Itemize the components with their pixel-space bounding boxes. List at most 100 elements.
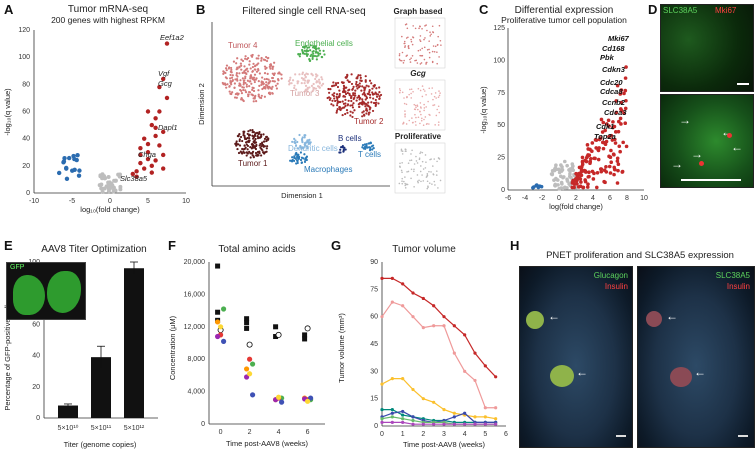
mini-tsne-point bbox=[420, 113, 422, 116]
tsne-point-tumor1 bbox=[238, 139, 241, 143]
mini-tsne-point bbox=[415, 155, 417, 158]
tsne-point-tumor2 bbox=[375, 92, 378, 95]
islet-icon bbox=[550, 365, 574, 387]
tsne-point-tumor4 bbox=[238, 82, 241, 85]
tsne-point-tumor1 bbox=[246, 148, 249, 151]
mini-tsne-point bbox=[428, 51, 431, 54]
y-tick-label: 90 bbox=[370, 259, 378, 266]
mini-tsne-point bbox=[436, 51, 438, 53]
gene-point bbox=[553, 166, 558, 170]
tsne-point-tumor3 bbox=[304, 79, 307, 82]
tsne-point-macrophages bbox=[294, 152, 297, 156]
x-tick-label: 6 bbox=[306, 429, 310, 436]
tsne-point-dendritic bbox=[291, 140, 294, 143]
tsne-point-tumor4 bbox=[263, 95, 266, 98]
tsne-point-tumor4 bbox=[267, 81, 270, 84]
mini-tsne-point bbox=[414, 108, 417, 111]
tsne-point-tumor2 bbox=[357, 94, 360, 97]
tsne-point-tumor2 bbox=[354, 89, 357, 92]
gene-point-up bbox=[612, 172, 616, 177]
tsne-point-tumor2 bbox=[364, 98, 367, 101]
gene-point-up bbox=[573, 182, 578, 186]
tsne-point-tumor4 bbox=[253, 80, 256, 84]
tsne-point-endothelial bbox=[303, 46, 306, 49]
amino-point bbox=[215, 333, 221, 340]
mini-tsne-point bbox=[401, 161, 403, 164]
mini-tsne-point bbox=[413, 103, 416, 106]
mini-tsne-point bbox=[408, 93, 410, 96]
y-tick-label: 100 bbox=[493, 57, 505, 64]
mini-tsne-point bbox=[428, 48, 430, 51]
tsne-point-tumor4 bbox=[246, 70, 249, 73]
tsne-point-tumor1 bbox=[242, 150, 245, 153]
gene-point-up bbox=[619, 107, 623, 111]
x-tick-label: 1 bbox=[401, 431, 405, 438]
mini-tsne-point bbox=[402, 62, 405, 64]
tsne-point-tumor2 bbox=[374, 98, 377, 102]
mini-tsne-point bbox=[419, 151, 422, 153]
mini-tsne-point bbox=[407, 45, 410, 48]
stain-label-mki67: Mki67 bbox=[715, 6, 737, 15]
series-point bbox=[473, 415, 477, 419]
tsne-point-tumor4 bbox=[223, 82, 227, 85]
tsne-point-tumor2 bbox=[367, 85, 370, 88]
panel-label-g: G bbox=[331, 238, 342, 253]
tsne-point-tumor2 bbox=[341, 113, 344, 117]
tsne-point-macrophages bbox=[300, 161, 303, 164]
x-tick-label: 4 bbox=[591, 195, 595, 202]
tsne-point-tumor4 bbox=[236, 75, 239, 78]
tsne-point-tumor1 bbox=[235, 140, 238, 143]
cluster-label-tumor2: Tumor 2 bbox=[354, 117, 384, 126]
gene-point-up bbox=[587, 153, 592, 157]
series-point bbox=[452, 422, 456, 426]
gene-point bbox=[102, 176, 107, 181]
tsne-point-tumor2 bbox=[343, 95, 347, 98]
panel-a-title: Tumor mRNA-seq bbox=[68, 4, 148, 15]
tsne-point-dendritic bbox=[303, 143, 306, 146]
series-point bbox=[390, 415, 394, 419]
mini-tsne-point bbox=[435, 97, 437, 99]
tsne-point-tumor2 bbox=[340, 107, 343, 110]
tsne-point-tumor4 bbox=[246, 79, 249, 82]
gene-point-down bbox=[72, 156, 77, 162]
tsne-point-endothelial bbox=[311, 46, 315, 49]
tsne-point-tumor4 bbox=[229, 77, 232, 80]
tsne-point-tumor1 bbox=[243, 136, 246, 139]
gene-point bbox=[560, 182, 564, 186]
gene-point-up bbox=[145, 141, 151, 147]
mini-tsne-point bbox=[424, 90, 426, 92]
tsne-point-tumor4 bbox=[244, 81, 247, 85]
panel-label-h: H bbox=[510, 238, 520, 253]
cluster-label-endothelial: Endothelial cells bbox=[295, 39, 353, 48]
series-point bbox=[442, 408, 446, 412]
gene-point-up bbox=[161, 152, 166, 158]
gene-point-up bbox=[157, 109, 162, 114]
gene-point-up bbox=[608, 171, 613, 175]
series-point bbox=[401, 420, 405, 424]
mini-tsne-point bbox=[421, 160, 424, 163]
mini-tsne-point bbox=[412, 25, 414, 27]
gene-point-up bbox=[571, 179, 575, 184]
tsne-point-tumor2 bbox=[364, 80, 367, 83]
mini-tsne-point bbox=[432, 104, 434, 107]
arrow-icon: → bbox=[679, 113, 691, 127]
series-point bbox=[401, 413, 405, 417]
tsne-point-tumor2 bbox=[358, 102, 361, 105]
mini-tsne-point bbox=[416, 104, 419, 107]
tsne-point-tumor2 bbox=[342, 81, 345, 84]
gene-point-up bbox=[157, 143, 162, 148]
tsne-point-tumor2 bbox=[365, 108, 368, 112]
tsne-point-tumor3 bbox=[291, 79, 295, 82]
tsne-point-macrophages bbox=[291, 156, 294, 159]
series-point bbox=[421, 296, 425, 301]
gene-point-up bbox=[145, 156, 151, 162]
tsne-point-tumor1 bbox=[259, 146, 262, 149]
tsne-point-tumor2 bbox=[365, 84, 368, 87]
y-tick-label: 12,000 bbox=[184, 324, 206, 331]
tsne-point-tumor2 bbox=[356, 87, 359, 90]
amino-point bbox=[215, 309, 221, 315]
series-point bbox=[452, 415, 456, 419]
tsne-point-tumor4 bbox=[266, 72, 269, 75]
mini-tsne-point bbox=[398, 58, 401, 61]
tsne-point-tumor2 bbox=[346, 111, 349, 114]
